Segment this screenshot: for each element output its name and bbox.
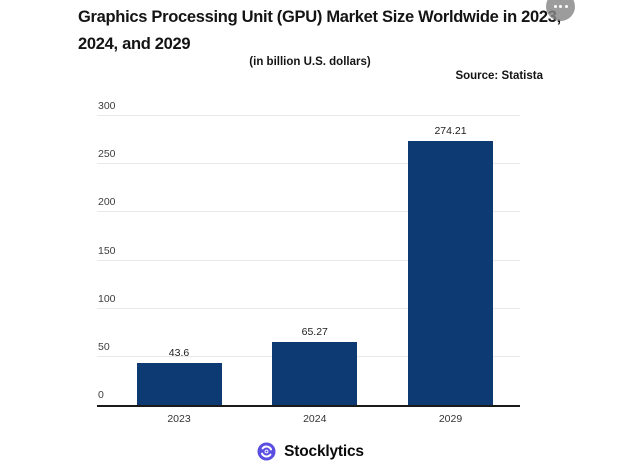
ellipsis-icon <box>559 5 562 8</box>
chart-title: Graphics Processing Unit (GPU) Market Si… <box>78 4 578 58</box>
y-axis-tick-label: 200 <box>98 196 116 209</box>
ellipsis-icon <box>564 5 568 8</box>
bar-2024 <box>272 342 358 405</box>
chart-subtitle: (in billion U.S. dollars) <box>249 56 371 68</box>
brand-name: Stocklytics <box>284 442 364 460</box>
y-axis-tick-label: 50 <box>98 340 110 353</box>
y-axis-tick-label: 300 <box>98 100 116 112</box>
bar-2029 <box>408 140 493 405</box>
x-axis-tick-label: 2029 <box>438 413 463 425</box>
gridline <box>97 115 520 116</box>
chart-title-line-2: 2024, and 2029 <box>78 35 191 53</box>
chart-title-line-1: Graphics Processing Unit (GPU) Market Si… <box>78 8 561 26</box>
gridline <box>97 163 520 165</box>
x-axis-tick-label: 2024 <box>303 413 327 425</box>
bar-chart-plot-area: 0 50 100 150 200 250 300 43.6 2023 65.27 2024 274.2… <box>97 101 520 425</box>
y-axis-tick-label: 0 <box>98 389 104 401</box>
source-attribution: Source: Statista <box>455 70 543 82</box>
y-axis-tick-label: 100 <box>98 292 116 305</box>
gridline <box>97 259 520 261</box>
stocklytics-logo-icon <box>257 442 276 461</box>
x-axis-tick-label: 2023 <box>167 413 191 425</box>
bar-2023 <box>136 363 222 405</box>
footer-brand: Stocklytics <box>0 441 620 462</box>
bar-value-label: 43.6 <box>168 347 190 359</box>
bar-value-label: 274.21 <box>434 124 467 137</box>
bar-value-label: 65.27 <box>301 326 328 339</box>
y-axis-tick-label: 150 <box>98 244 116 257</box>
ellipsis-icon <box>553 5 557 8</box>
y-axis-tick-label: 250 <box>98 148 116 161</box>
gridline <box>97 211 520 213</box>
ellipsis-menu-button[interactable] <box>546 0 575 21</box>
gridline <box>97 307 520 309</box>
